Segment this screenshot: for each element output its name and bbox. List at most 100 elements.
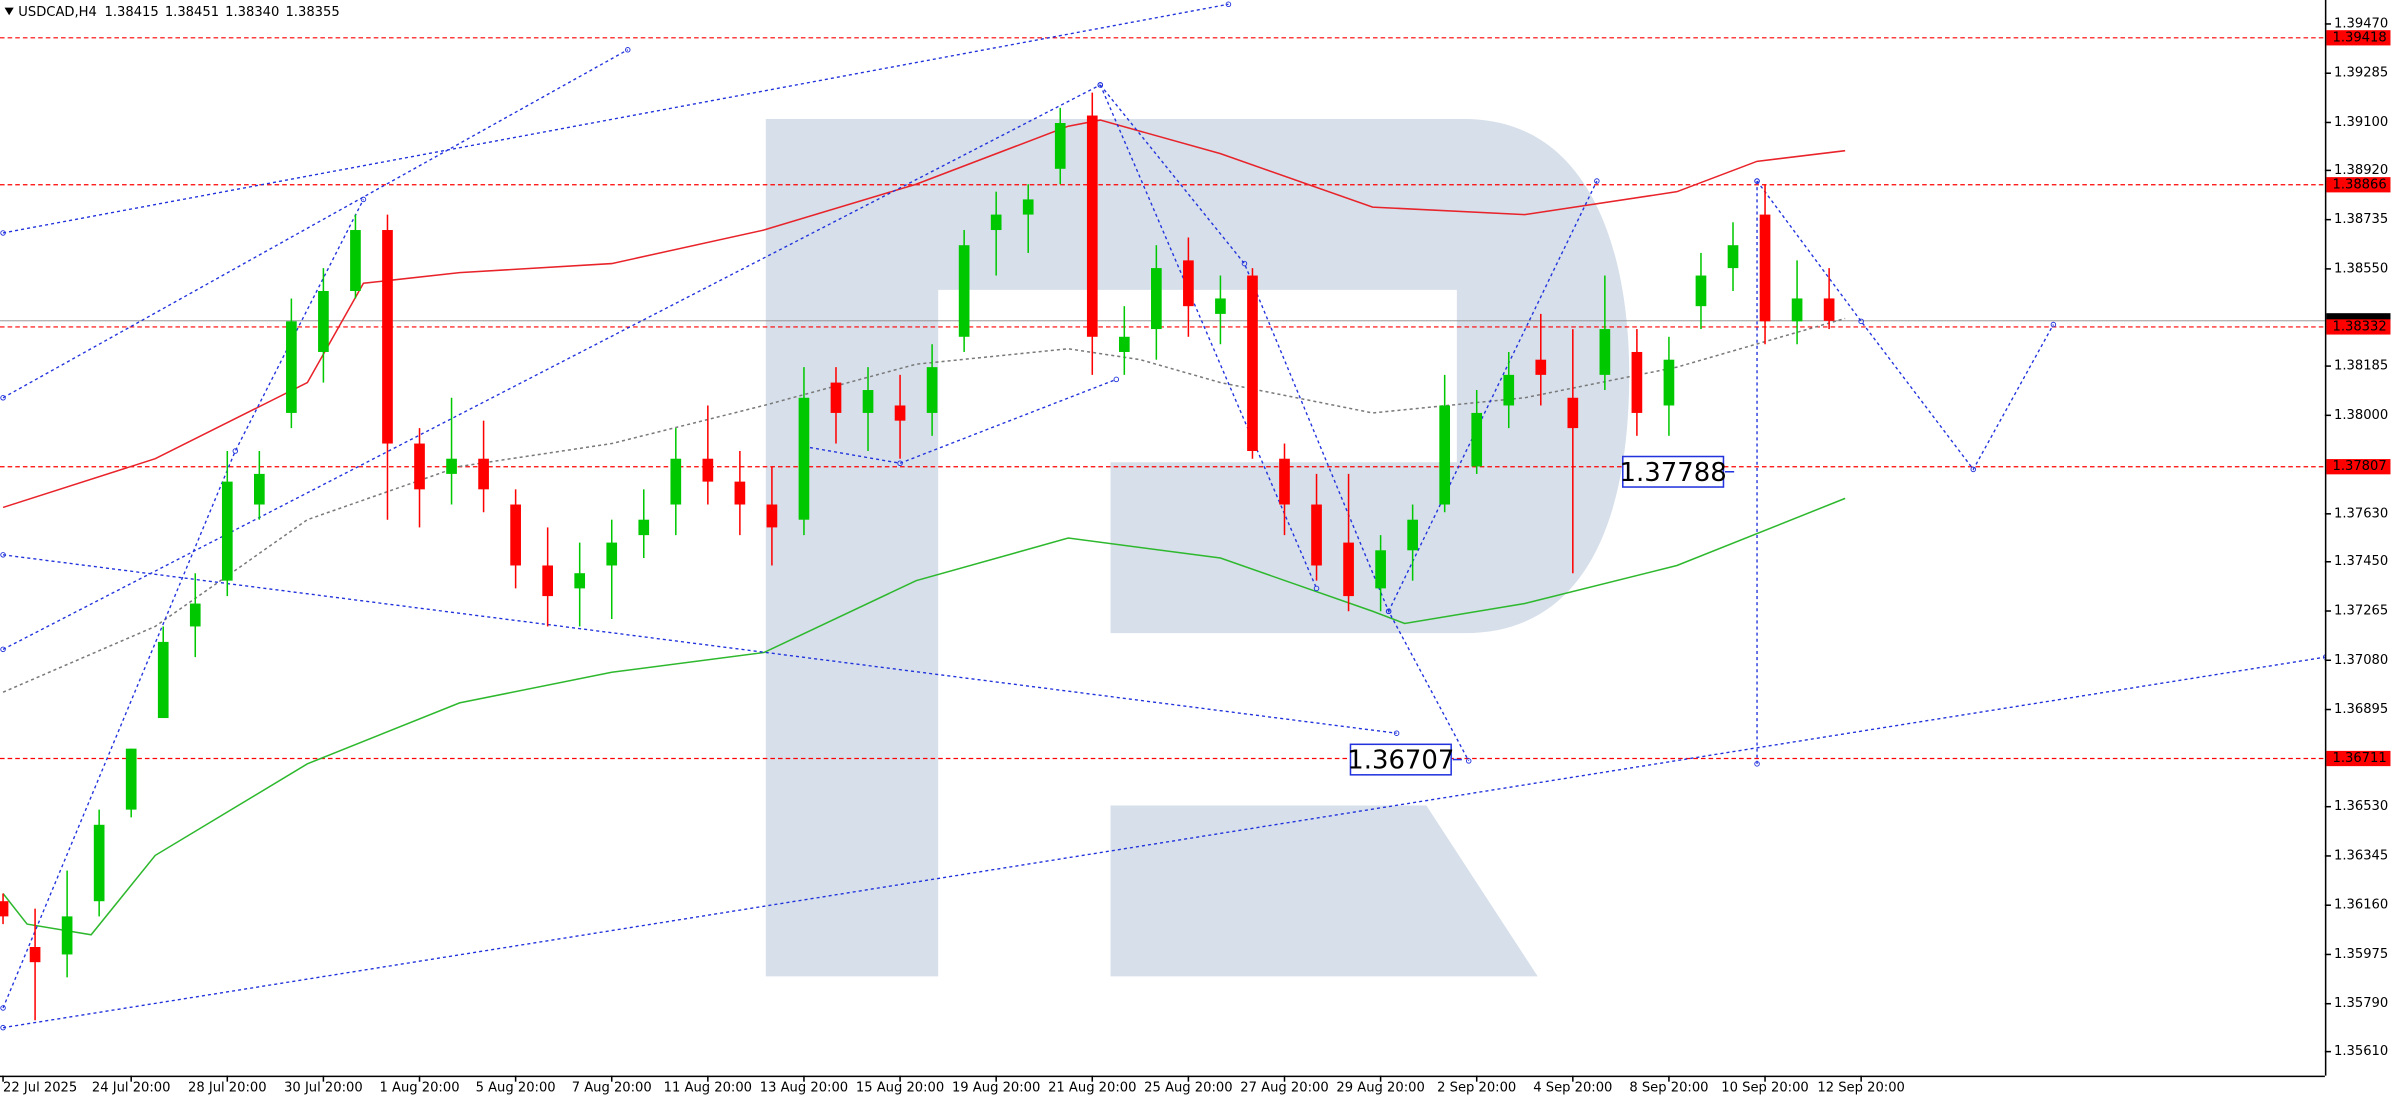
x-tick-label: 8 Sep 20:00: [1629, 1080, 1708, 1095]
candle-body: [1695, 275, 1707, 307]
candle-body: [1759, 214, 1771, 322]
candle-body: [478, 458, 489, 490]
candle-body: [318, 290, 329, 352]
x-tick-label: 22 Jul 2025: [3, 1080, 77, 1095]
candle-body: [1215, 298, 1226, 314]
candle-body: [1631, 351, 1643, 413]
x-tick-label: 12 Sep 20:00: [1817, 1080, 1905, 1095]
drawing-anchor: [0, 1024, 6, 1031]
header-low: 1.38340: [225, 5, 279, 20]
moving-average: [2, 497, 1846, 936]
candle-body: [766, 504, 778, 528]
watermark-leg: [1110, 805, 1538, 977]
x-tick-label: 11 Aug 20:00: [664, 1080, 752, 1095]
drawing-anchor: [1241, 260, 1248, 267]
x-tick-label: 28 Jul 20:00: [188, 1080, 267, 1095]
drawing-anchor: [232, 448, 239, 454]
candle-body: [1247, 275, 1258, 452]
drawing-anchor: [1113, 376, 1120, 383]
x-tick-label: 29 Aug 20:00: [1336, 1080, 1424, 1095]
drawing-anchor: [0, 395, 6, 401]
drawing-anchor: [0, 646, 6, 653]
drawing-anchor: [625, 47, 631, 53]
drawing-anchor: [1385, 608, 1392, 615]
candle-body: [1599, 329, 1611, 375]
level-box: [2326, 30, 2391, 46]
x-tick-label: 13 Aug 20:00: [760, 1080, 848, 1095]
candle-body: [670, 458, 682, 505]
drawing-anchor: [1097, 82, 1104, 88]
candle-body: [862, 390, 874, 413]
moving-average: [2, 119, 1846, 509]
drawing-anchor: [1754, 178, 1760, 184]
candle-body: [990, 214, 1002, 231]
drawing-anchor: [1225, 1, 1232, 8]
symbol-menu-arrow[interactable]: [4, 7, 14, 16]
candle-body: [1535, 359, 1547, 375]
drawing-anchor: [360, 196, 367, 203]
candle-body: [638, 519, 650, 536]
candle-body: [1279, 458, 1290, 505]
drawing-anchor: [2050, 321, 2057, 328]
candle-body: [894, 405, 906, 421]
candle-body: [958, 245, 970, 337]
y-tick-label: 1.37080: [2334, 653, 2388, 668]
level-box: [2326, 319, 2391, 335]
candle-body: [798, 397, 810, 520]
candle-body: [157, 641, 169, 719]
annotation-label: 1.37788: [1620, 458, 1727, 488]
candle-body: [0, 901, 9, 917]
header-high: 1.38451: [165, 5, 219, 20]
candle-body: [286, 321, 297, 413]
symbol: USDCAD,H4: [18, 5, 97, 20]
y-tick-label: 1.38735: [2334, 212, 2388, 227]
drawing-anchor: [1970, 466, 1977, 473]
y-tick-label: 1.36160: [2334, 898, 2388, 913]
trend-drawing: [2, 656, 2325, 1029]
x-tick-label: 25 Aug 20:00: [1144, 1080, 1232, 1095]
header-open: 1.38415: [105, 5, 159, 20]
y-tick-label: 1.35975: [2334, 947, 2388, 962]
candle-body: [1727, 245, 1739, 269]
level-label: 1.38866: [2333, 177, 2387, 192]
annotation-label: 1.36707: [1347, 746, 1454, 776]
candle-body: [93, 824, 105, 902]
y-tick-label: 1.39285: [2334, 66, 2388, 81]
header: USDCAD,H4 1.38415 1.38451 1.38340 1.38355: [18, 5, 339, 20]
annotation-box: [1349, 743, 1452, 776]
candle-body: [1118, 336, 1130, 352]
x-tick-label: 27 Aug 20:00: [1240, 1080, 1328, 1095]
candle-body: [1503, 374, 1515, 406]
candle-body: [29, 946, 41, 963]
annotation-box: [1622, 455, 1725, 488]
x-tick-label: 15 Aug 20:00: [856, 1080, 944, 1095]
watermark-bowl: [765, 119, 1630, 977]
candle-body: [382, 230, 393, 444]
candle-body: [1663, 359, 1675, 406]
candle-body: [606, 542, 618, 566]
y-tick-label: 1.38550: [2334, 261, 2388, 276]
moving-average: [2, 317, 1846, 693]
candle-body: [414, 443, 425, 490]
y-tick-label: 1.39100: [2334, 115, 2388, 130]
drawing-anchor: [1465, 758, 1472, 764]
candle-body: [734, 481, 746, 505]
y-tick-label: 1.35790: [2334, 996, 2388, 1011]
candle-body: [542, 565, 554, 597]
trend-drawing: [803, 378, 1117, 464]
trend-drawing: [1099, 84, 1470, 762]
x-tick-label: 24 Jul 20:00: [92, 1080, 171, 1095]
trend-drawing: [2, 3, 1229, 234]
candle-body: [510, 504, 521, 566]
drawing-anchor: [1754, 761, 1760, 767]
drawing-anchor: [1594, 178, 1600, 184]
drawing-anchor: [0, 552, 6, 558]
y-tick-label: 1.35610: [2334, 1044, 2388, 1059]
y-tick-label: 1.39470: [2334, 16, 2388, 31]
candle-body: [702, 458, 714, 482]
candle-body: [1439, 405, 1451, 505]
candle-body: [350, 230, 361, 291]
candle-body: [1054, 123, 1066, 169]
candle-body: [125, 748, 137, 810]
candle-body: [1151, 268, 1162, 330]
